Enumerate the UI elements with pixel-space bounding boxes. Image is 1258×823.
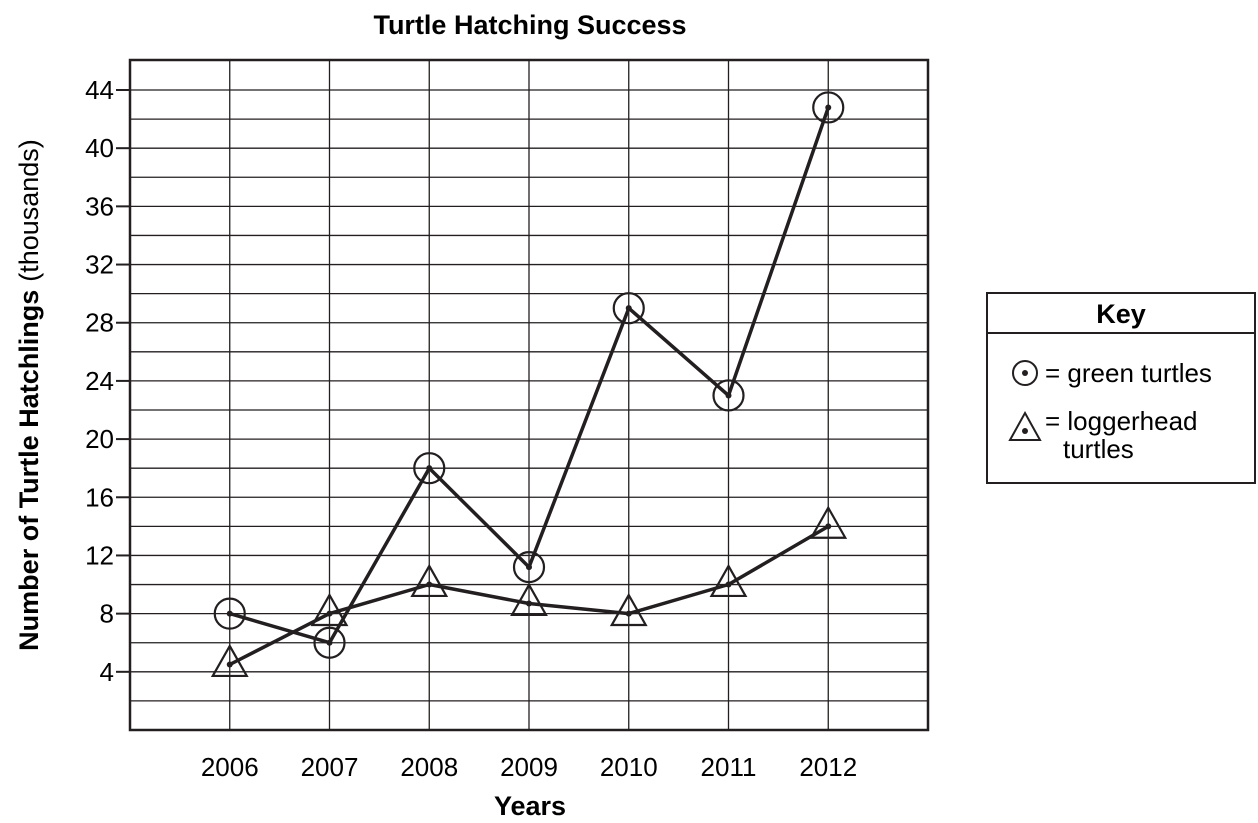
point-triangle: [310, 592, 349, 627]
x-axis-ticks: 2006 2007 2008 2009 2010 2011 2012: [201, 752, 857, 782]
y-axis-ticks: 4 8 12 16 20 24 28 32 36 40 44: [85, 75, 130, 687]
legend-title: Key: [1096, 299, 1146, 329]
y-axis-title-main: Number of Turtle Hatchlings: [14, 290, 44, 651]
loggerhead-turtle-point: [310, 592, 349, 627]
y-tick-label: 16: [85, 482, 114, 512]
y-tick-label: 32: [85, 250, 114, 280]
point-dot: [426, 465, 433, 472]
point-dot: [326, 610, 333, 617]
x-tick-label: 2011: [701, 752, 757, 782]
loggerhead-turtle-point: [609, 592, 648, 627]
point-ring: [712, 379, 745, 412]
point-ring: [313, 626, 346, 659]
point-dot: [526, 564, 532, 571]
y-tick-label: 24: [85, 366, 114, 396]
point-dot: [526, 600, 532, 607]
x-tick-label: 2012: [799, 752, 857, 782]
point-ring: [812, 91, 845, 124]
point-triangle: [510, 582, 548, 616]
point-dot: [725, 392, 732, 399]
y-axis-title-unit: (thousands): [14, 139, 44, 282]
point-dot: [226, 610, 233, 617]
point-ring: [213, 597, 246, 630]
y-tick-label: 12: [85, 540, 114, 570]
point-dot: [725, 581, 732, 588]
point-dot: [625, 305, 632, 312]
loggerhead-turtle-point: [410, 563, 449, 598]
point-dot: [625, 610, 632, 617]
y-tick-label: 28: [85, 308, 114, 338]
point-ring: [512, 550, 546, 584]
y-tick-label: 8: [100, 599, 114, 629]
point-triangle: [609, 592, 648, 627]
green-turtle-point: [812, 91, 845, 124]
y-tick-label: 44: [85, 75, 114, 105]
chart-title: Turtle Hatching Success: [373, 10, 686, 40]
point-triangle: [410, 563, 449, 598]
x-tick-label: 2010: [600, 752, 658, 782]
y-axis-title: Number of Turtle Hatchlings (thousands): [14, 139, 44, 651]
x-tick-label: 2009: [500, 752, 558, 782]
point-triangle: [809, 505, 848, 539]
green-turtle-point: [712, 379, 745, 412]
green-turtle-key-icon: [1012, 360, 1038, 386]
green-turtle-point: [413, 452, 446, 485]
point-dot: [226, 661, 233, 668]
legend: Key = green turtles = loggerhead turtles: [986, 292, 1256, 484]
green-turtle-point: [612, 292, 645, 325]
loggerhead-turtle-key-icon: [1008, 410, 1042, 441]
green-turtle-point: [213, 597, 246, 630]
y-tick-label: 20: [85, 424, 114, 454]
legend-green-label: = green turtles: [1045, 358, 1212, 388]
loggerhead-turtle-point: [510, 582, 548, 616]
x-tick-label: 2006: [201, 752, 259, 782]
point-triangle: [709, 563, 748, 598]
legend-loggerhead-label-2: turtles: [1063, 434, 1134, 464]
plot-frame: [128, 58, 930, 732]
point-dot: [326, 639, 333, 646]
loggerhead-turtle-point: [709, 563, 748, 598]
point-triangle: [210, 643, 249, 678]
y-tick-label: 4: [100, 657, 114, 687]
x-tick-label: 2008: [400, 752, 458, 782]
legend-box: [986, 292, 1256, 484]
grid: [130, 60, 928, 730]
loggerhead-turtle-point: [210, 643, 249, 678]
x-axis-title: Years: [494, 791, 566, 821]
loggerhead-turtle-point: [809, 505, 848, 539]
point-dot: [825, 104, 832, 111]
point-ring: [413, 452, 446, 485]
y-tick-label: 40: [85, 133, 114, 163]
series-markers: [210, 91, 848, 678]
green-turtle-point: [313, 626, 346, 659]
green-turtle-point: [512, 550, 546, 584]
y-tick-label: 36: [85, 191, 114, 221]
point-dot: [825, 523, 832, 530]
legend-loggerhead-label-1: = loggerhead: [1045, 406, 1198, 436]
x-tick-label: 2007: [301, 752, 359, 782]
point-ring: [612, 292, 645, 325]
point-dot: [426, 581, 433, 588]
